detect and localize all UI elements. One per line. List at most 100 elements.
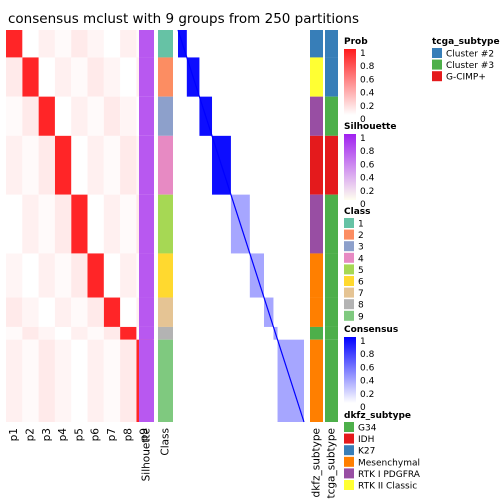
dkfz-legend-label-3: Mesenchymal [358,458,420,468]
consensus-matrix [177,29,305,423]
tcga-block-class-6 [325,253,338,298]
class-column-label: Class [160,428,172,456]
tcga-block-class-3 [325,96,338,136]
prob-heatmap [6,30,153,422]
class-legend-swatch-4 [344,252,354,263]
silhouette-block-class-9 [139,339,154,422]
class-legend-label-8: 8 [358,301,364,311]
dkfz-column-label: dkfz_subtype [311,428,323,497]
prob-column-label-p2: p2 [24,428,36,441]
dkfz-block-class-1 [310,30,323,58]
prob-column-label-p1: p1 [8,428,20,441]
dkfz-legend-swatch-4 [344,468,354,479]
tcga-legend-swatch-0 [432,48,442,58]
class-legend-label-3: 3 [358,243,364,253]
silhouette-block-class-6 [139,253,154,298]
prob-block-class-4 [54,135,72,195]
dkfz-block-class-3 [310,96,323,136]
tcga-legend-label-1: Cluster #3 [446,61,494,71]
class-block-4 [158,135,173,195]
tcga-subtype-column [325,30,338,422]
class-legend-label-6: 6 [358,278,364,288]
consensus-tick-0.6: 0.6 [360,363,375,373]
dkfz-block-class-5 [310,194,323,254]
dkfz-legend-swatch-3 [344,456,354,467]
consensus-tick-0.2: 0.2 [360,390,374,400]
tcga-legend-swatch-2 [432,71,442,82]
prob-column-label-p8: p8 [122,428,134,441]
class-block-9 [158,339,173,422]
tcga-block-class-7 [325,297,338,327]
consensus-legend-title: Consensus [344,325,398,335]
prob-block-class-2 [22,57,39,97]
dkfz-legend-label-4: RTK I PDGFRA [358,470,421,480]
class-legend-swatch-5 [344,264,354,275]
class-legend-swatch-8 [344,299,354,310]
silhouette-block-class-3 [139,96,154,136]
tcga-legend-title: tcga_subtype [432,37,500,47]
tcga-legend-label-2: G-CIMP+ [446,73,486,83]
class-block-8 [158,326,173,340]
prob-column-label-p3: p3 [41,428,53,441]
class-legend-title: Class [344,207,370,217]
prob-column-label-p9: p9 [139,428,151,441]
silhouette-block-class-8 [139,326,154,340]
dkfz-block-class-8 [310,326,323,340]
class-legend-label-4: 4 [358,254,364,264]
chart-title: consensus mclust with 9 groups from 250 … [8,11,359,27]
dkfz-legend-label-2: K27 [358,447,375,457]
dkfz-block-class-2 [310,57,323,97]
prob-block-class-7 [103,297,121,327]
class-legend-label-1: 1 [358,220,364,230]
consensus-colorbar [344,337,356,403]
dkfz-legend-swatch-2 [344,445,354,456]
consensus-tick-0: 0 [360,403,366,413]
class-legend-label-7: 7 [358,289,364,299]
prob-block-class-1 [6,30,23,58]
prob-tick-0.2: 0.2 [360,102,374,112]
prob-block-class-5 [71,194,88,254]
prob-block-class-3 [38,96,55,136]
class-legend-label-5: 5 [358,266,364,276]
tcga-block-class-1 [325,30,338,58]
class-block-7 [158,297,173,327]
silhouette-block-class-4 [139,135,154,195]
class-block-6 [158,253,173,298]
class-legend-swatch-7 [344,287,354,298]
dkfz-legend-swatch-5 [344,480,354,490]
silhouette-block-class-2 [139,57,154,97]
consensus-tick-1: 1 [360,337,366,347]
tcga-legend-swatch-1 [432,59,442,70]
prob-colorbar [344,49,356,115]
tcga-legend-label-0: Cluster #2 [446,50,494,60]
dkfz-block-class-6 [310,253,323,298]
prob-tick-0: 0 [360,115,366,125]
prob-column-label-p7: p7 [106,428,118,441]
prob-tick-0.8: 0.8 [360,62,375,72]
dkfz-block-class-4 [310,135,323,195]
class-block-1 [158,30,173,58]
silhouette-tick-0: 0 [360,200,366,210]
class-column [158,30,173,422]
consensus-tick-0.8: 0.8 [360,350,375,360]
prob-column-label-p6: p6 [90,428,102,442]
silhouette-tick-1: 1 [360,134,366,144]
dkfz-subtype-column [310,30,323,422]
class-block-2 [158,57,173,97]
class-legend-swatch-6 [344,276,354,286]
class-legend-label-9: 9 [358,312,364,322]
class-legend-swatch-9 [344,310,354,321]
tcga-column-label: tcga_subtype [326,428,338,499]
dkfz-block-class-9 [310,339,323,422]
silhouette-colorbar [344,134,356,200]
silhouette-block-class-7 [139,297,154,327]
silhouette-block-class-5 [139,194,154,254]
class-legend-label-2: 2 [358,231,364,241]
dkfz-block-class-7 [310,297,323,327]
dkfz-legend-swatch-0 [344,422,354,432]
consensus-tick-0.4: 0.4 [360,377,375,387]
class-legend-swatch-3 [344,241,354,252]
tcga-block-class-9 [325,339,338,422]
